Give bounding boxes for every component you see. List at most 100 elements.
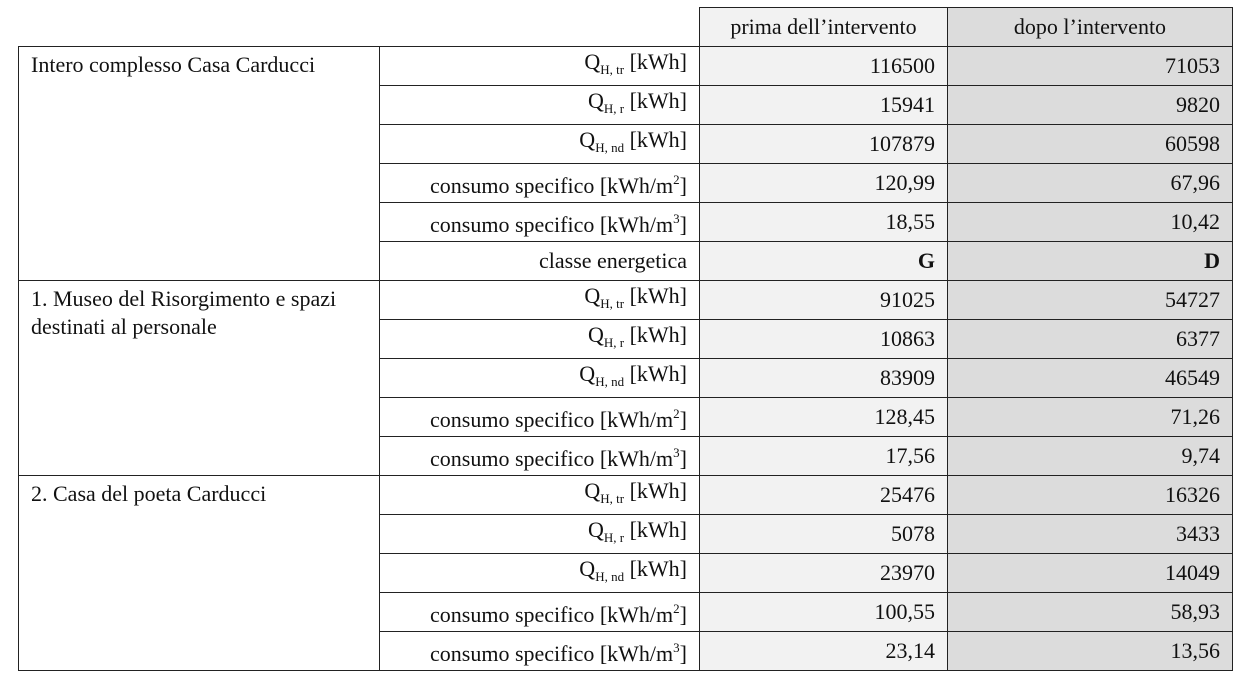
label-unit: [kWh] bbox=[624, 556, 687, 581]
label-unit: ] bbox=[679, 212, 687, 237]
label-sup: 2 bbox=[673, 172, 680, 187]
label-sup: 2 bbox=[673, 601, 680, 616]
label-sub: H, tr bbox=[600, 62, 625, 77]
row-label: classe energetica bbox=[379, 241, 700, 281]
row-label: QH, tr [kWh] bbox=[379, 280, 700, 320]
value-after: 71053 bbox=[947, 46, 1233, 86]
value-before: G bbox=[699, 241, 948, 281]
row-label: QH, tr [kWh] bbox=[379, 46, 700, 86]
value-before: 120,99 bbox=[699, 163, 948, 203]
section-title: Intero complesso Casa Carducci bbox=[18, 46, 380, 281]
value-before: 5078 bbox=[699, 514, 948, 554]
row-label: consumo specifico [kWh/m2] bbox=[379, 397, 700, 437]
table-row: consumo specifico [kWh/m2] 128,45 71,26 bbox=[19, 397, 1233, 437]
value-after: 9820 bbox=[947, 85, 1233, 125]
table-row: QH, nd [kWh] 23970 14049 bbox=[19, 553, 1233, 593]
label-unit: [kWh] bbox=[624, 283, 687, 308]
value-before: 83909 bbox=[699, 358, 948, 398]
header-after: dopo l’intervento bbox=[947, 7, 1233, 47]
label-base: classe energetica bbox=[538, 248, 687, 273]
row-label: consumo specifico [kWh/m3] bbox=[379, 436, 700, 476]
label-sup: 3 bbox=[673, 211, 680, 226]
label-unit: [kWh] bbox=[624, 127, 687, 152]
value-after: 9,74 bbox=[947, 436, 1233, 476]
label-unit: ] bbox=[679, 407, 687, 432]
value-after: 67,96 bbox=[947, 163, 1233, 203]
value-after: 3433 bbox=[947, 514, 1233, 554]
value-after: 58,93 bbox=[947, 592, 1233, 632]
table-row: consumo specifico [kWh/m2] 100,55 58,93 bbox=[19, 592, 1233, 632]
table-row: consumo specifico [kWh/m3] 23,14 13,56 bbox=[19, 631, 1233, 671]
label-sub: H, nd bbox=[595, 140, 625, 155]
row-label: consumo specifico [kWh/m2] bbox=[379, 592, 700, 632]
row-label: QH, nd [kWh] bbox=[379, 124, 700, 164]
value-before: 23970 bbox=[699, 553, 948, 593]
label-base: Q bbox=[587, 517, 604, 542]
table-row: QH, r [kWh] 10863 6377 bbox=[19, 319, 1233, 359]
header-blank bbox=[19, 8, 700, 47]
value-after: D bbox=[947, 241, 1233, 281]
section-title: 2. Casa del poeta Carducci bbox=[18, 475, 380, 671]
label-unit: [kWh] bbox=[624, 478, 687, 503]
value-after: 60598 bbox=[947, 124, 1233, 164]
row-label: consumo specifico [kWh/m3] bbox=[379, 631, 700, 671]
table-row: Intero complesso Casa Carducci QH, tr [kW… bbox=[18, 46, 1233, 281]
label-unit: [kWh] bbox=[624, 361, 687, 386]
label-base: Q bbox=[587, 322, 604, 347]
value-after: 46549 bbox=[947, 358, 1233, 398]
label-unit: [kWh] bbox=[624, 322, 687, 347]
value-before: 15941 bbox=[699, 85, 948, 125]
value-after: 16326 bbox=[947, 475, 1233, 515]
label-sup: 3 bbox=[673, 640, 680, 655]
table-row: consumo specifico [kWh/m3] 17,56 9,74 bbox=[19, 436, 1233, 476]
table-body: prima dell’intervento dopo l’intervento … bbox=[18, 7, 1233, 671]
value-before: 107879 bbox=[699, 124, 948, 164]
value-before: 128,45 bbox=[699, 397, 948, 437]
value-after: 13,56 bbox=[947, 631, 1233, 671]
row-label: QH, nd [kWh] bbox=[379, 358, 700, 398]
label-base: consumo specifico [kWh/m bbox=[430, 407, 674, 432]
label-base: consumo specifico [kWh/m bbox=[430, 446, 674, 471]
label-unit: [kWh] bbox=[624, 517, 687, 542]
energy-table: prima dell’intervento dopo l’intervento … bbox=[18, 7, 1233, 671]
value-after: 14049 bbox=[947, 553, 1233, 593]
label-base: Q bbox=[579, 361, 596, 386]
table-row: QH, r [kWh] 15941 9820 bbox=[19, 85, 1233, 125]
value-after: 54727 bbox=[947, 280, 1233, 320]
row-label: QH, r [kWh] bbox=[379, 514, 700, 554]
label-base: Q bbox=[584, 49, 601, 74]
table-row: 2. Casa del poeta Carducci QH, tr [kWh] 25… bbox=[18, 475, 1233, 671]
label-base: Q bbox=[587, 88, 604, 113]
section-title: 1. Museo del Risorgimento e spazi destin… bbox=[18, 280, 380, 476]
value-before: 17,56 bbox=[699, 436, 948, 476]
label-base: Q bbox=[579, 127, 596, 152]
label-sup: 3 bbox=[673, 445, 680, 460]
value-before: 23,14 bbox=[699, 631, 948, 671]
value-after: 6377 bbox=[947, 319, 1233, 359]
row-label: consumo specifico [kWh/m3] bbox=[379, 202, 700, 242]
label-sub: H, nd bbox=[595, 374, 625, 389]
value-before: 18,55 bbox=[699, 202, 948, 242]
row-label: QH, r [kWh] bbox=[379, 319, 700, 359]
label-unit: ] bbox=[679, 173, 687, 198]
label-unit: ] bbox=[679, 641, 687, 666]
value-before: 100,55 bbox=[699, 592, 948, 632]
value-before: 91025 bbox=[699, 280, 948, 320]
value-before: 25476 bbox=[699, 475, 948, 515]
value-before: 10863 bbox=[699, 319, 948, 359]
label-base: Q bbox=[584, 283, 601, 308]
label-sup: 2 bbox=[673, 406, 680, 421]
label-unit: [kWh] bbox=[624, 88, 687, 113]
header-row: prima dell’intervento dopo l’intervento bbox=[19, 7, 1233, 47]
label-sub: H, tr bbox=[600, 296, 625, 311]
label-unit: ] bbox=[679, 602, 687, 627]
label-sub: H, r bbox=[603, 530, 625, 545]
value-after: 71,26 bbox=[947, 397, 1233, 437]
label-sub: H, r bbox=[603, 335, 625, 350]
header-before: prima dell’intervento bbox=[699, 7, 948, 47]
label-sub: H, r bbox=[603, 101, 625, 116]
value-before: 116500 bbox=[699, 46, 948, 86]
label-base: Q bbox=[584, 478, 601, 503]
label-base: consumo specifico [kWh/m bbox=[430, 641, 674, 666]
label-sub: H, nd bbox=[595, 569, 625, 584]
